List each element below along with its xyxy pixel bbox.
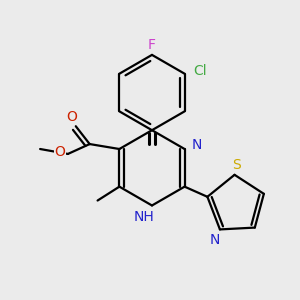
Text: F: F (148, 38, 156, 52)
Text: S: S (232, 158, 241, 172)
Text: Cl: Cl (194, 64, 207, 78)
Text: NH: NH (134, 210, 154, 224)
Text: O: O (66, 110, 77, 124)
Text: N: N (191, 138, 202, 152)
Text: O: O (55, 145, 65, 159)
Text: N: N (210, 233, 220, 247)
